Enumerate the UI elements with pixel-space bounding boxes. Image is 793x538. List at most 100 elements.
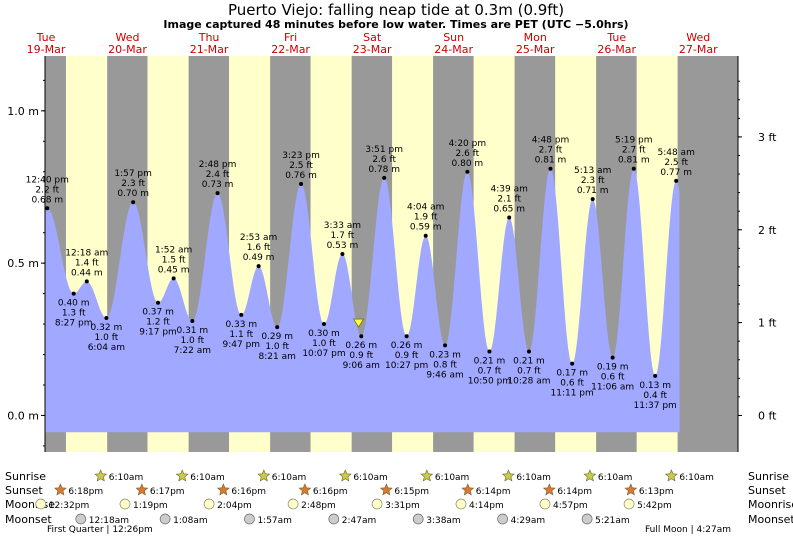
extreme-point [590,197,595,202]
extreme-feet-label: 0.7 ft [478,366,502,376]
tide-area [45,168,680,433]
moonset-time: 1:57am [257,516,292,526]
moonset-time: 2:47am [342,516,377,526]
extreme-time-label: 9:06 am [343,361,380,371]
day-label-weekday: Sun [443,31,464,44]
sunrise-icon [664,469,678,482]
sunset-icon [298,483,312,496]
extreme-point [84,279,89,284]
extreme-point [321,322,326,327]
extreme-time-label: 10:27 pm [385,361,428,371]
moonrise-icon [539,498,551,510]
extreme-point [631,166,636,171]
extreme-time-label: 4:48 pm [532,136,570,146]
moonset-time: 3:38am [426,516,461,526]
sunset-icon [461,483,475,496]
sunset-time: 6:16pm [313,487,348,497]
extreme-time-label: 10:28 am [507,376,550,386]
extreme-feet-label: 2.2 ft [35,185,59,195]
extreme-feet-label: 1.1 ft [229,330,253,340]
extreme-point [299,181,304,186]
axes: 1.0 m 0.5 m 0.0 m 3 ft 2 ft 1 ft 0 ft [7,56,777,452]
right-axis-tick-label: 2 ft [758,224,777,237]
moonrise-icon [119,498,131,510]
extreme-time-label: 7:22 am [174,346,211,356]
current-tide-marker [352,318,365,328]
extreme-meters-label: 0.68 m [31,195,63,205]
tide-curve [45,168,680,433]
extreme-feet-label: 1.0 ft [95,333,119,343]
sunrise-icon [257,469,271,482]
sunrise-icon [338,469,352,482]
moonset-icon [244,513,255,525]
extreme-meters-label: 0.81 m [618,156,650,166]
day-label-weekday: Sat [363,31,382,44]
moonrise-icon [203,498,215,510]
extreme-feet-label: 2.6 ft [372,155,396,165]
extreme-feet-label: 0.8 ft [433,360,457,370]
moonrise-time: 3:31pm [385,501,420,511]
extreme-meters-label: 0.33 m [225,320,257,330]
day-label-weekday: Fri [284,31,297,44]
extreme-meters-label: 0.44 m [71,268,103,278]
extreme-time-label: 4:39 am [491,184,528,194]
chart-subtitle: Image captured 48 minutes before low wat… [163,18,628,31]
extreme-feet-label: 0.6 ft [601,373,625,383]
extreme-meters-label: 0.19 m [597,363,629,373]
extreme-time-label: 5:13 am [574,166,611,176]
extreme-point [275,325,280,330]
extreme-point [487,349,492,354]
extreme-time-label: 8:21 am [259,352,296,362]
extreme-meters-label: 0.80 m [452,159,484,169]
sunset-icon [135,483,149,496]
extreme-point [382,175,387,180]
sunrise-icon [175,469,189,482]
moonrise-time: 2:48pm [301,501,336,511]
day-label-weekday: Wed [686,31,710,44]
left-axis-tick-label: 0.5 m [7,257,39,270]
extreme-meters-label: 0.21 m [513,356,545,366]
extreme-point [131,200,136,205]
extreme-feet-label: 1.9 ft [414,213,438,223]
sunset-icon [53,483,67,496]
extreme-meters-label: 0.40 m [58,299,90,309]
extreme-point [171,276,176,281]
sunset-icon [542,483,556,496]
extreme-time-label: 9:47 pm [223,340,261,350]
extreme-meters-label: 0.17 m [556,369,588,379]
sunrise-time: 6:10am [598,473,633,483]
extreme-meters-label: 0.76 m [285,171,317,181]
extreme-feet-label: 1.3 ft [62,309,86,319]
sunrise-icon [501,469,515,482]
extreme-time-label: 4:20 pm [449,139,487,149]
extreme-time-label: 12:18 am [65,248,108,258]
extreme-meters-label: 0.49 m [243,253,275,263]
extreme-meters-label: 0.32 m [91,323,123,333]
extreme-feet-label: 1.2 ft [146,318,170,328]
extreme-feet-label: 2.3 ft [581,176,605,186]
extreme-meters-label: 0.65 m [493,204,525,214]
sunrise-time: 6:10am [272,473,307,483]
extreme-feet-label: 2.6 ft [455,149,479,159]
sunrise-time: 6:10am [435,473,470,483]
extreme-point [443,343,448,348]
extreme-time-label: 11:37 pm [634,401,677,411]
extreme-meters-label: 0.23 m [429,350,461,360]
moonrise-icon [35,498,47,510]
extreme-meters-label: 0.29 m [261,332,293,342]
day-label-date: 23-Mar [353,43,392,56]
extreme-point [239,312,244,317]
extreme-meters-label: 0.26 m [345,341,377,351]
right-axis-tick-label: 3 ft [758,131,777,144]
extreme-feet-label: 1.5 ft [162,255,186,265]
extreme-time-label: 9:46 am [426,370,463,380]
left-axis-tick-label: 1.0 m [7,105,39,118]
extreme-point [526,349,531,354]
day-label-weekday: Mon [524,31,547,44]
extreme-feet-label: 1.6 ft [247,243,271,253]
extreme-feet-label: 0.9 ft [395,351,419,361]
moonrise-time: 4:14pm [469,501,504,511]
day-label-date: 25-Mar [516,43,555,56]
sunrise-time: 6:10am [109,473,143,483]
